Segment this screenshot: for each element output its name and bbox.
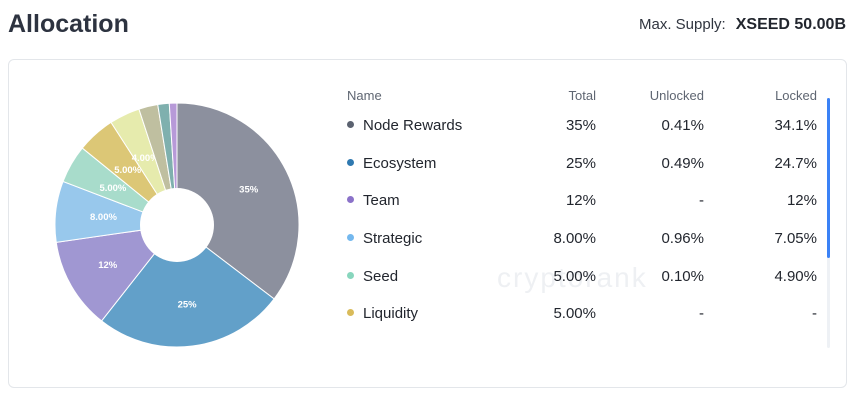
pie-slice[interactable] <box>100 224 275 348</box>
max-supply-label: Max. Supply: <box>639 16 726 33</box>
row-name-label: Node Rewards <box>363 117 463 134</box>
row-locked: - <box>812 305 817 323</box>
row-total: 25% <box>565 154 596 172</box>
row-name-label: Liquidity <box>363 305 419 323</box>
legend-dot <box>347 271 354 279</box>
col-header-total: Total <box>568 88 596 103</box>
pie-slice-label: 8.00% <box>90 212 117 223</box>
row-name: Strategic <box>347 230 422 247</box>
row-name-label: Team <box>363 192 400 210</box>
legend-dot <box>347 309 354 317</box>
row-name: Liquidity <box>347 305 418 322</box>
row-name: Ecosystem <box>347 155 436 172</box>
pie-slice-label: 25% <box>178 299 198 310</box>
table-body: Node Rewards 35% 0.41% 34.1% Ecosystem 25% 0.4… <box>347 110 817 336</box>
row-name-label: Seed <box>363 267 399 285</box>
max-supply: Max. Supply: XSEED 50.00B <box>639 16 846 34</box>
pie-slice-label: 5.00% <box>114 165 141 176</box>
row-name: Node Rewards <box>347 117 462 134</box>
row-name: Team <box>347 192 400 209</box>
max-supply-value: XSEED 50.00B <box>735 16 846 33</box>
pie-slice-label: 35% <box>239 184 259 195</box>
col-header-unlocked: Unlocked <box>649 88 704 103</box>
legend-dot <box>347 121 354 128</box>
pie-slice-label: 5.00% <box>99 183 126 194</box>
table-row: Liquidity 5.00% - - <box>347 298 817 336</box>
pie-slice[interactable] <box>176 102 300 300</box>
row-unlocked: - <box>699 305 704 323</box>
table-row: Ecosystem 25% 0.49% 24.7% <box>347 148 817 186</box>
pie-slice-label: 4.00% <box>132 153 159 164</box>
allocation-card: cryptorank 35% 25% 12% 8.00% 5.00% 5.00% 4.00%… <box>8 59 847 388</box>
row-total: 5.00% <box>553 267 596 285</box>
table-row: Seed 5.00% 0.10% 4.90% <box>347 261 817 299</box>
table-row: Node Rewards 35% 0.41% 34.1% <box>347 110 817 148</box>
table-row: Team 12% - 12% <box>347 185 817 223</box>
row-locked: 12% <box>786 192 817 210</box>
row-name: Seed <box>347 268 398 285</box>
row-unlocked: 0.49% <box>661 154 704 172</box>
row-total: 35% <box>565 117 596 134</box>
row-locked: 34.1% <box>774 117 817 134</box>
col-header-locked: Locked <box>775 88 817 103</box>
pie-center-hole <box>140 188 214 262</box>
row-name-label: Strategic <box>363 230 423 248</box>
scrollbar-track[interactable] <box>827 98 830 348</box>
row-locked: 24.7% <box>774 154 817 172</box>
row-name-label: Ecosystem <box>363 154 437 172</box>
row-locked: 7.05% <box>774 230 817 248</box>
pie-svg: 35%25%12%8.00%5.00%5.00%4.00% <box>54 102 300 348</box>
allocation-pie-chart: 35% 25% 12% 8.00% 5.00% 5.00% 4.00% <box>52 100 302 350</box>
row-locked: 4.90% <box>774 267 817 285</box>
col-header-name: Name <box>347 88 382 103</box>
row-unlocked: 0.41% <box>661 117 704 134</box>
row-unlocked: 0.10% <box>661 267 704 285</box>
table-row: Strategic 8.00% 0.96% 7.05% <box>347 223 817 261</box>
row-total: 8.00% <box>553 230 596 248</box>
scrollbar-thumb[interactable] <box>827 98 830 258</box>
allocation-table: Name Total Unlocked Locked Node Rewards 3… <box>347 88 817 336</box>
row-unlocked: - <box>699 192 704 210</box>
page-title: Allocation <box>8 10 129 38</box>
pie-slice[interactable] <box>55 224 179 322</box>
row-total: 5.00% <box>553 305 596 323</box>
row-total: 12% <box>565 192 596 210</box>
legend-dot <box>347 158 354 166</box>
table-header: Name Total Unlocked Locked <box>347 88 817 110</box>
pie-slice-label: 12% <box>98 260 118 271</box>
row-unlocked: 0.96% <box>661 230 704 248</box>
legend-dot <box>347 196 354 204</box>
legend-dot <box>347 234 354 242</box>
